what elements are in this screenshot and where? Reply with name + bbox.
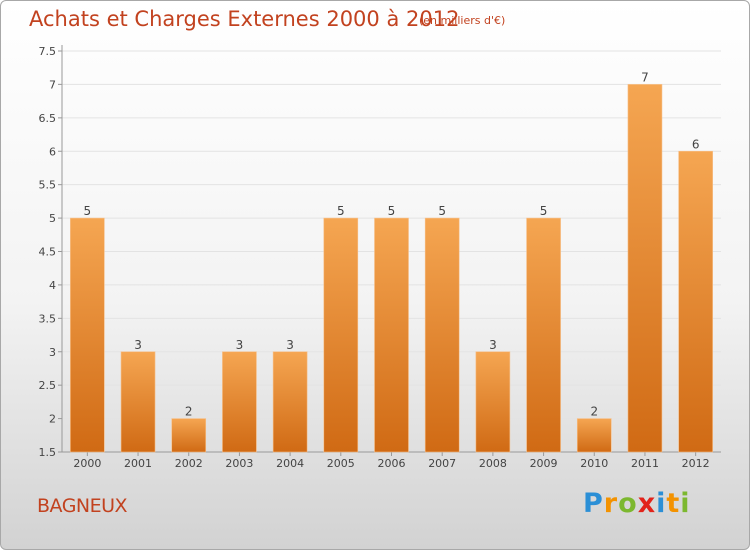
bar-2005 <box>323 217 359 453</box>
bar-value-label: 5 <box>337 204 345 218</box>
x-tick-label: 2009 <box>530 457 558 470</box>
x-tick-label: 2006 <box>378 457 406 470</box>
y-tick-label: 4 <box>49 279 56 292</box>
bar-value-label: 6 <box>692 137 700 151</box>
bar-value-label: 5 <box>84 204 92 218</box>
x-tick-label: 2011 <box>631 457 659 470</box>
bar-value-label: 3 <box>236 338 244 352</box>
y-tick-label: 2.5 <box>39 379 57 392</box>
x-tick-label: 2008 <box>479 457 507 470</box>
x-tick-label: 2005 <box>327 457 355 470</box>
bar-2009 <box>526 217 561 453</box>
y-tick-label: 3.5 <box>39 312 57 325</box>
bar-value-label: 3 <box>134 338 142 352</box>
bar-value-label: 7 <box>641 70 649 84</box>
bar-2004 <box>272 351 308 453</box>
bar-2003 <box>222 351 257 453</box>
bar-2006 <box>374 217 409 453</box>
x-tick-label: 2001 <box>124 457 152 470</box>
x-tick-label: 2003 <box>225 457 253 470</box>
y-tick-label: 4.5 <box>39 246 57 259</box>
bar-2008 <box>475 351 511 453</box>
bar-value-label: 2 <box>185 405 193 419</box>
x-tick-label: 2012 <box>682 457 710 470</box>
city-name: BAGNEUX <box>37 495 128 517</box>
y-tick-label: 3 <box>49 346 56 359</box>
y-tick-label: 2 <box>49 413 56 426</box>
x-tick-label: 2002 <box>175 457 203 470</box>
bar-2001 <box>120 351 156 453</box>
proxiti-logo: Proxiti <box>583 488 691 519</box>
bar-value-label: 5 <box>540 204 548 218</box>
x-tick-label: 2010 <box>580 457 608 470</box>
y-tick-label: 6 <box>49 145 56 158</box>
bar-chart: 1.5 2 2.5 3 3.5 4 4.5 5 5.5 6 6.5 7 7.5 2000 2001 2002 2… <box>39 45 721 470</box>
bar-value-label: 3 <box>489 338 497 352</box>
x-tick-label: 2004 <box>276 457 304 470</box>
y-tick-label: 7 <box>49 78 56 91</box>
y-tick-label: 5.5 <box>39 179 57 192</box>
bar-value-label: 5 <box>388 204 396 218</box>
y-tick-label: 7.5 <box>39 45 57 58</box>
chart-title: Achats et Charges Externes 2000 à 2012 <box>29 7 460 31</box>
chart-subtitle: (en milliers d'€) <box>419 14 506 27</box>
x-tick-label: 2007 <box>428 457 456 470</box>
x-tick-label: 2000 <box>73 457 101 470</box>
bar-value-label: 3 <box>286 338 294 352</box>
y-tick-label: 5 <box>49 212 56 225</box>
bar-2002 <box>171 418 207 453</box>
bar-2007 <box>424 217 460 453</box>
y-tick-label: 6.5 <box>39 112 57 125</box>
bar-value-label: 5 <box>438 204 446 218</box>
bar-2000 <box>70 217 105 453</box>
y-tick-label: 1.5 <box>39 446 57 459</box>
bar-2010 <box>576 418 612 453</box>
bar-2011 <box>627 84 663 453</box>
bar-value-label: 2 <box>590 405 598 419</box>
bar-2012 <box>678 150 713 453</box>
